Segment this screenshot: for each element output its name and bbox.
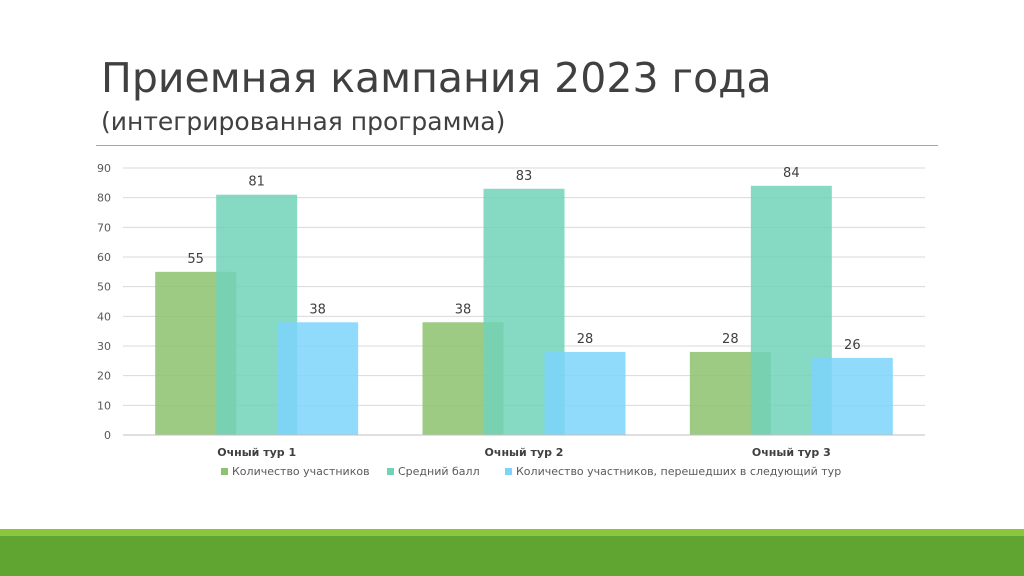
bar [277,322,359,435]
data-label: 83 [516,169,533,184]
data-label: 38 [455,302,472,317]
legend-swatch [221,468,228,475]
data-label: 55 [187,252,204,267]
footer-stripe-light [0,529,1024,536]
y-tick-label: 30 [97,340,111,353]
slide-subtitle: (интегрированная программа) [101,107,506,136]
footer-band [0,536,1024,576]
legend-label: Количество участников [232,465,370,478]
bar [811,357,893,435]
data-label: 38 [309,302,326,317]
y-tick-label: 80 [97,192,111,205]
x-category-label: Очный тур 1 [217,446,296,459]
bar [544,351,626,435]
x-category-label: Очный тур 2 [485,446,564,459]
y-tick-label: 70 [97,221,111,234]
y-tick-label: 90 [97,162,111,175]
slide-title: Приемная кампания 2023 года [101,54,772,102]
chart-svg: 0 10 20 30 40 50 60 70 80 90 55 81 38 Очный тур 1 38 83… [97,162,925,478]
legend-swatch [505,468,512,475]
data-label: 26 [844,338,861,353]
data-label: 28 [577,332,594,347]
data-label: 84 [783,166,800,181]
legend-label: Средний балл [398,465,480,478]
x-category-label: Очный тур 3 [752,446,831,459]
y-tick-label: 50 [97,281,111,294]
bar-chart: 0 10 20 30 40 50 60 70 80 90 55 81 38 Очный тур 1 38 83… [80,150,940,495]
data-label: 28 [722,332,739,347]
legend-label: Количество участников, перешедших в след… [516,465,841,478]
y-tick-label: 0 [104,429,111,442]
y-tick-label: 60 [97,251,111,264]
y-tick-label: 20 [97,370,111,383]
y-tick-label: 10 [97,399,111,412]
y-tick-label: 40 [97,310,111,323]
legend-swatch [387,468,394,475]
title-divider [96,145,938,146]
data-label: 81 [248,175,265,190]
